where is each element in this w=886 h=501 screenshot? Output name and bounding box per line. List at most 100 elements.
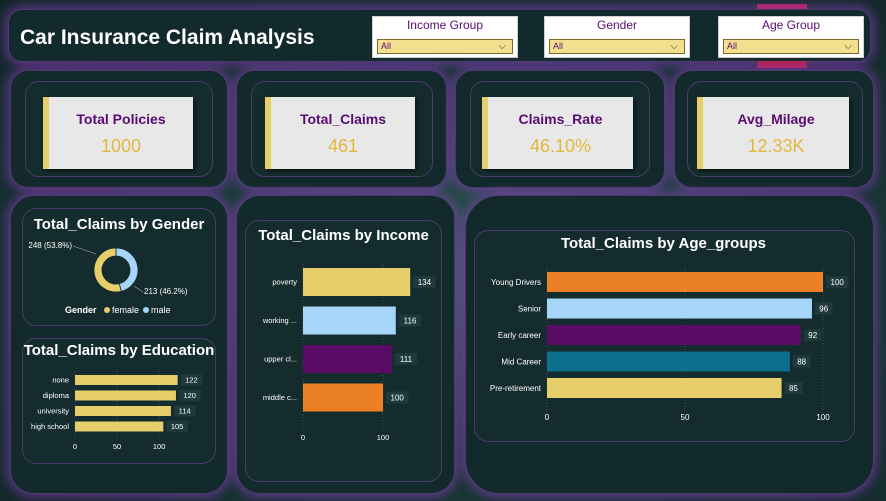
bar-mid-career[interactable] [547,351,790,372]
gender-dropdown[interactable]: All ⌵ [549,39,685,54]
value-label-bg [398,314,422,327]
bar-senior[interactable] [547,298,812,319]
tick-label: 50 [681,413,690,422]
income-bar-chart[interactable]: 0 100 poverty 134 working ... 116 upper cl... 1… [247,256,443,452]
slicer-label: Age Group [761,18,821,32]
accent-bar-bottom [757,61,807,68]
legend-swatch-male [143,307,149,313]
value-label: 116 [404,316,417,325]
value-label-bg [178,389,201,402]
category-label: Early career [498,331,541,340]
bar-poverty[interactable] [303,268,411,296]
bar-diploma[interactable] [75,390,176,401]
category-label: Young Drivers [491,278,541,287]
bar-none[interactable] [75,375,178,385]
category-label: poverty [272,278,297,287]
kpi-value: 12.33K [747,136,805,156]
slicer-income-group[interactable]: Income Group All ⌵ [372,16,518,58]
accent-bar-top [757,4,807,10]
value-label: 92 [808,331,817,340]
slicer-label: Income Group [406,18,484,32]
kpi-card-total-policies[interactable]: Total Policies 1000 [43,97,193,169]
tick-label: 0 [73,442,77,451]
value-label-bg [386,391,409,404]
donut-label-male: 213 (46.2%) [144,287,188,296]
value-label-bg [826,276,849,288]
kpi-value: 46.10% [529,136,592,156]
tick-label: 50 [113,442,121,451]
bar-pre-retirement[interactable] [547,378,782,398]
value-label-bg [166,420,188,433]
value-label: 105 [171,422,184,431]
value-label-bg [792,355,811,368]
kpi-card-total-claims[interactable]: Total_Claims 461 [265,97,415,169]
slicer-age-group[interactable]: Age Group All ⌵ [718,16,864,58]
kpi-panel-policies: Total Policies 1000 [10,70,228,188]
bar-high-school[interactable] [75,421,164,432]
leader-line [72,245,97,255]
category-label: upper cl... [264,355,297,364]
age-chart-title: Total_Claims by Age_groups [560,235,767,252]
chevron-down-icon: ⌵ [670,41,678,52]
tick-label: 100 [153,442,166,451]
tick-label: 0 [301,433,305,442]
chevron-down-icon: ⌵ [844,41,852,52]
category-label: diploma [43,391,70,400]
kpi-value: 461 [327,136,359,156]
slicer-label: Gender [596,18,638,32]
value-label-bg [814,302,833,315]
kpi-panel-avg-milage: Avg_Milage 12.33K [674,70,874,188]
kpi-card-avg-milage[interactable]: Avg_Milage 12.33K [697,97,849,169]
dropdown-value: All [727,41,738,51]
value-label-bg [413,276,436,288]
value-label: 114 [179,407,191,416]
value-label: 122 [185,376,198,385]
chevron-down-icon: ⌵ [498,41,506,52]
dropdown-value: All [381,41,392,51]
value-label-bg [173,405,196,417]
bar-upper-cl-[interactable] [303,345,392,373]
category-label: middle c... [263,393,297,402]
bar-university[interactable] [75,406,171,416]
bar-middle-c-[interactable] [303,383,383,412]
bar-working-[interactable] [303,306,396,335]
kpi-label: Claims_Rate [518,111,603,127]
tick-label: 100 [377,433,390,442]
income-group-dropdown[interactable]: All ⌵ [377,39,513,54]
kpi-label: Total Policies [76,111,166,127]
bar-early-career[interactable] [547,325,801,345]
value-label: 100 [391,393,405,402]
value-label-bg [803,329,822,341]
value-label: 96 [819,304,828,313]
gender-donut-chart[interactable]: 248 (53.8%) 213 (46.2%) Gender female male [21,234,219,320]
left-chart-panel [10,195,228,494]
kpi-value: 1000 [100,136,142,156]
value-label-bg [394,353,418,365]
dropdown-value: All [553,41,564,51]
legend-label-male[interactable]: male [151,305,171,315]
legend-label-female[interactable]: female [112,305,139,315]
value-label: 134 [418,278,432,287]
category-label: Mid Career [501,357,541,366]
gender-chart-frame [22,208,216,326]
value-label: 85 [789,384,798,393]
kpi-label: Total_Claims [299,111,387,127]
donut-slice-female[interactable] [93,247,122,293]
value-label-bg [784,382,803,394]
category-label: Pre-retirement [490,384,542,393]
age-bar-chart[interactable]: 0 50 100 Young Drivers 100 Senior 96 Early care… [475,262,853,430]
value-label-bg [180,374,203,386]
tick-label: 100 [816,413,830,422]
age-group-dropdown[interactable]: All ⌵ [723,39,859,54]
leader-line [133,285,144,293]
kpi-panel-claims-rate: Claims_Rate 46.10% [455,70,665,188]
kpi-card-claims-rate[interactable]: Claims_Rate 46.10% [482,97,633,169]
kpi-label: Avg_Milage [737,111,815,127]
kpi-panel-claims: Total_Claims 461 [236,70,447,188]
value-label: 120 [183,391,196,400]
page-title: Car Insurance Claim Analysis [20,26,315,49]
education-bar-chart[interactable]: 0 50 100 none 122 diploma 120 university 114 high… [21,368,219,456]
bar-young-drivers[interactable] [547,272,823,292]
slicer-gender[interactable]: Gender All ⌵ [544,16,690,58]
donut-label-female: 248 (53.8%) [28,241,72,250]
